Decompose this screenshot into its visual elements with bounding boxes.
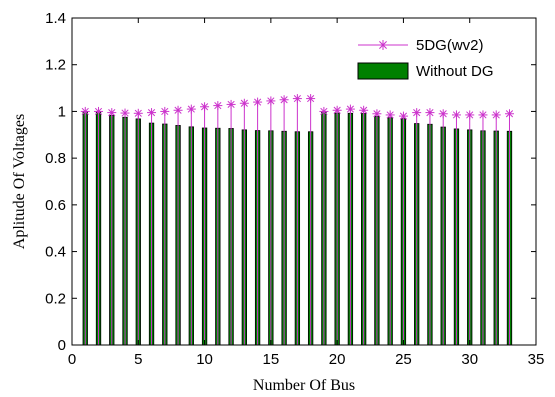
legend-without-dg-label: Without DG — [416, 63, 494, 80]
stem-5dg-marker — [173, 105, 183, 115]
x-tick-label: 20 — [329, 351, 346, 368]
x-tick-label: 0 — [68, 351, 76, 368]
y-tick-label: 1.4 — [45, 10, 66, 27]
x-tick-label: 5 — [134, 351, 142, 368]
stem-5dg-marker — [107, 108, 117, 118]
stem-5dg-marker — [292, 94, 302, 104]
stem-5dg-marker — [266, 96, 276, 106]
stem-5dg-marker — [319, 106, 329, 116]
stem-5dg-marker — [239, 98, 249, 108]
stem-5dg-marker — [253, 97, 263, 107]
y-tick-label: 1 — [58, 103, 66, 120]
stem-5dg-marker — [385, 110, 395, 120]
stem-5dg-marker — [200, 102, 210, 112]
stem-5dg-marker — [306, 94, 316, 104]
y-tick-label: 0.2 — [45, 290, 66, 307]
y-tick-label: 0.4 — [45, 244, 66, 261]
stem-5dg-marker — [213, 101, 223, 111]
stem-5dg-marker — [332, 105, 342, 115]
legend-without-dg-swatch — [357, 62, 409, 80]
legend: 5DG(wv2) Without DG — [350, 29, 530, 85]
stem-5dg-marker — [120, 108, 130, 118]
stem-5dg-marker — [491, 110, 501, 120]
legend-5dg-marker — [378, 40, 388, 50]
x-tick-label: 15 — [263, 351, 280, 368]
stem-5dg-marker — [372, 109, 382, 119]
stem-5dg-marker — [425, 108, 435, 118]
stem-5dg-marker — [94, 106, 104, 116]
plot-frame — [71, 17, 537, 346]
y-tick-label: 0.8 — [45, 150, 66, 167]
y-tick-label: 0.6 — [45, 197, 66, 214]
stem-5dg-marker — [160, 106, 170, 116]
stem-5dg-marker — [478, 110, 488, 120]
stem-5dg-marker — [186, 104, 196, 114]
stem-5dg-marker — [359, 105, 369, 115]
stem-5dg-marker — [451, 110, 461, 120]
stem-5dg-marker — [465, 110, 475, 120]
stem-5dg-marker — [279, 95, 289, 105]
stem-5dg-marker — [398, 111, 408, 121]
stem-5dg-marker — [504, 109, 514, 119]
stem-5dg-marker — [226, 99, 236, 109]
y-axis-label: Aplitude Of Voltages — [11, 114, 28, 249]
y-tick-label: 1.2 — [45, 57, 66, 74]
y-tick-label: 0 — [58, 337, 66, 354]
x-tick-label: 10 — [196, 351, 213, 368]
stem-5dg-marker — [80, 106, 90, 116]
stem-5dg-marker — [412, 108, 422, 118]
stem-5dg-marker — [345, 104, 355, 114]
x-axis-label: Number Of Bus — [253, 377, 355, 394]
stem-5dg-marker — [147, 108, 157, 118]
legend-5dg-label: 5DG(wv2) — [416, 37, 484, 54]
x-tick-label: 30 — [461, 351, 478, 368]
x-tick-label: 25 — [395, 351, 412, 368]
stem-5dg-marker — [438, 109, 448, 119]
x-tick-label: 35 — [528, 351, 545, 368]
stem-5dg-marker — [133, 108, 143, 118]
